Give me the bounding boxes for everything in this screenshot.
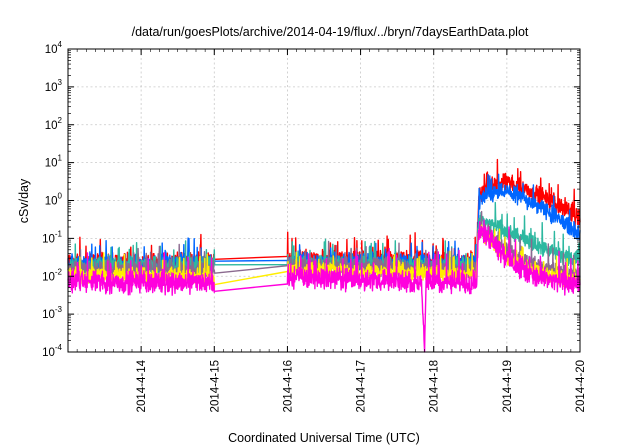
x-tick-label: 2014-4-19 — [502, 360, 514, 412]
y-tick-exponent: -4 — [55, 343, 63, 352]
y-tick-base: 10 — [45, 120, 58, 132]
y-tick-exponent: -2 — [55, 267, 63, 276]
y-tick-exponent: 0 — [58, 192, 63, 201]
y-tick-label: 103 — [45, 78, 63, 94]
y-tick-exponent: 2 — [58, 116, 63, 125]
y-tick-exponent: -3 — [55, 305, 63, 314]
y-tick-base: 10 — [45, 44, 58, 56]
x-axis: 2014-4-14 2014-4-15 2014-4-16 2014-4-17 2014… — [67, 49, 587, 412]
y-tick-label: 10-1 — [42, 229, 62, 245]
x-axis-label: Coordinated Universal Time (UTC) — [228, 431, 420, 445]
y-tick-exponent: 4 — [58, 40, 63, 49]
y-tick-label: 104 — [45, 40, 63, 56]
y-tick-base: 10 — [45, 196, 58, 208]
x-tick-label: 2014-4-15 — [209, 360, 221, 412]
y-tick-base: 10 — [45, 82, 58, 94]
x-tick-label: 2014-4-14 — [136, 359, 148, 412]
y-tick-label: 100 — [45, 192, 63, 208]
chart-title: /data/run/goesPlots/archive/2014-04-19/f… — [132, 25, 529, 39]
y-tick-label: 10-2 — [42, 267, 62, 283]
y-tick-label: 10-3 — [42, 305, 62, 321]
y-tick-exponent: -1 — [55, 229, 63, 238]
y-axis-label: cSv/day — [17, 178, 31, 223]
y-tick-label: 102 — [45, 116, 63, 132]
y-tick-label: 10-4 — [42, 343, 62, 359]
x-tick-label: 2014-4-16 — [282, 360, 294, 412]
y-tick-base: 10 — [42, 233, 55, 245]
y-tick-base: 10 — [42, 271, 55, 283]
y-tick-base: 10 — [42, 347, 55, 359]
y-tick-base: 10 — [45, 158, 58, 170]
y-tick-exponent: 1 — [58, 154, 63, 163]
x-tick-label: 2014-4-17 — [356, 360, 368, 412]
y-tick-label: 101 — [45, 154, 63, 170]
x-tick-label: 2014-4-18 — [429, 360, 441, 412]
series-line — [67, 219, 581, 353]
grid-lines — [68, 49, 580, 352]
y-tick-exponent: 3 — [58, 78, 63, 87]
x-tick-label: 2014-4-20 — [575, 360, 587, 412]
plot-series — [67, 158, 581, 353]
y-tick-base: 10 — [42, 309, 55, 321]
